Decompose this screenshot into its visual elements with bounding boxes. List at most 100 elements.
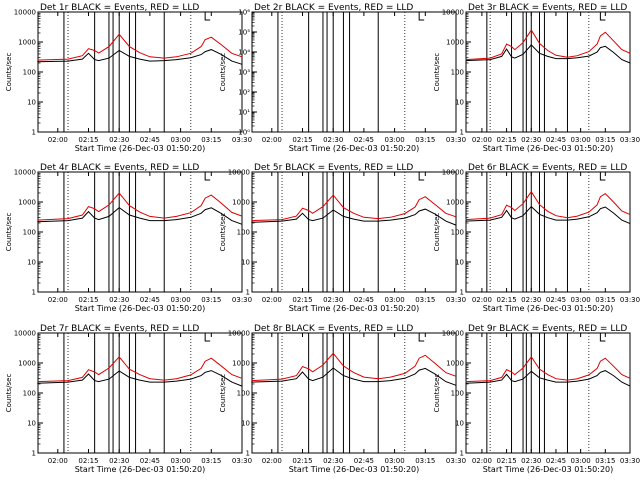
det-2r-panel: Det 2r BLACK = Events, RED = LLD 02:00 02:…: [219, 3, 466, 153]
det-2r-x-label: Start Time (26-Dec-03 01:50:20): [289, 144, 420, 153]
det-5r-title: Det 5r BLACK = Events, RED = LLD: [254, 163, 413, 173]
det-2r-y-label: Counts/sec: [219, 53, 227, 92]
det-9r-y-tick-label: 100: [451, 390, 464, 398]
det-8r-panel: Det 8r BLACK = Events, RED = LLD 02:00 02:…: [219, 324, 466, 474]
det-5r-x-tick-label: 02:00: [262, 296, 282, 304]
det-7r-frame: [37, 332, 243, 454]
det-9r-x-tick-label: 03:00: [571, 457, 591, 465]
det-3r-y-tick-label: 1: [460, 129, 464, 137]
det-7r-x-tick-label: 02:45: [140, 457, 160, 465]
det-2r-y-tick-label: 10⁰: [238, 129, 250, 137]
det-5r-series-events: [251, 208, 457, 226]
det-8r-x-tick-label: 03:15: [415, 457, 435, 465]
det-6r-x-tick-label: 03:15: [595, 296, 615, 304]
det-4r-y-tick-label: 1: [32, 289, 36, 297]
det-6r-x-tick-label: 03:00: [571, 296, 591, 304]
det-9r-y-tick-label: 10000: [442, 330, 464, 338]
det-1r-x-tick-label: 03:15: [201, 136, 221, 144]
det-3r-x-tick-label: 02:30: [521, 136, 541, 144]
det-8r-series-events: [251, 367, 457, 386]
det-8r-x-tick-label: 03:30: [446, 457, 466, 465]
det-9r-y-tick-label: 1: [460, 450, 464, 458]
det-1r-x-tick-label: 02:00: [48, 136, 68, 144]
det-8r-x-tick-label: 02:00: [262, 457, 282, 465]
det-5r-y-tick-label: 1: [246, 289, 250, 297]
det-2r-y-tick-label: 10⁴: [238, 49, 250, 57]
det-5r-y-tick-label: 10000: [228, 169, 250, 177]
det-6r-state-marker: [599, 172, 606, 181]
det-7r-state-marker: [204, 333, 211, 342]
det-4r-frame: [37, 171, 243, 293]
det-5r-x-tick-label: 03:30: [446, 296, 466, 304]
det-5r-panel: Det 5r BLACK = Events, RED = LLD 02:00 02:…: [219, 163, 466, 313]
det-4r-x-tick-label: 02:00: [48, 296, 68, 304]
det-8r-x-tick-label: 03:00: [385, 457, 405, 465]
det-5r-y-tick-label: 1000: [232, 199, 250, 207]
det-8r-y-tick-label: 100: [237, 390, 250, 398]
det-1r-y-label: Counts/sec: [5, 53, 13, 92]
det-6r-title: Det 6r BLACK = Events, RED = LLD: [468, 163, 627, 173]
det-2r-x-tick-label: 02:15: [292, 136, 312, 144]
det-5r-x-tick-label: 02:15: [292, 296, 312, 304]
det-1r-x-label: Start Time (26-Dec-03 01:50:20): [75, 144, 206, 153]
det-5r-x-label: Start Time (26-Dec-03 01:50:20): [289, 304, 420, 313]
det-6r-x-tick-label: 02:45: [546, 296, 566, 304]
det-7r-series-lld: [37, 356, 243, 383]
det-4r-x-label: Start Time (26-Dec-03 01:50:20): [75, 304, 206, 313]
det-9r-frame: [465, 332, 631, 454]
det-7r-y-tick-label: 10000: [14, 330, 36, 338]
det-1r-state-marker: [204, 12, 211, 21]
det-7r-x-label: Start Time (26-Dec-03 01:50:20): [75, 465, 206, 474]
det-3r-x-tick-label: 03:30: [620, 136, 640, 144]
det-1r-panel: Det 1r BLACK = Events, RED = LLD 02:00 02:…: [5, 3, 252, 153]
det-1r-x-tick-label: 02:30: [109, 136, 129, 144]
det-2r-x-tick-label: 03:30: [446, 136, 466, 144]
det-9r-y-tick-label: 1000: [446, 360, 464, 368]
det-9r-state-marker: [599, 333, 606, 342]
det-3r-title: Det 3r BLACK = Events, RED = LLD: [468, 3, 627, 13]
det-7r-x-tick-label: 03:00: [171, 457, 191, 465]
det-1r-title: Det 1r BLACK = Events, RED = LLD: [40, 3, 199, 13]
det-3r-x-label: Start Time (26-Dec-03 01:50:20): [483, 144, 614, 153]
det-3r-y-tick-label: 10000: [442, 9, 464, 17]
det-9r-x-tick-label: 02:30: [521, 457, 541, 465]
det-2r-x-tick-label: 03:15: [415, 136, 435, 144]
det-8r-y-tick-label: 10000: [228, 330, 250, 338]
det-9r-series-lld: [465, 356, 631, 383]
det-9r-x-tick-label: 02:45: [546, 457, 566, 465]
det-8r-frame: [251, 332, 457, 454]
det-1r-y-tick-label: 1000: [18, 39, 36, 47]
det-1r-x-tick-label: 02:45: [140, 136, 160, 144]
det-4r-state-marker: [204, 172, 211, 181]
det-4r-y-tick-label: 10000: [14, 169, 36, 177]
det-4r-x-tick-label: 02:15: [78, 296, 98, 304]
det-3r-x-tick-label: 03:00: [571, 136, 591, 144]
det-3r-series-events: [465, 44, 631, 64]
det-9r-series-events: [465, 370, 631, 387]
det-2r-y-tick-label: 10¹: [238, 109, 250, 117]
det-3r-panel: Det 3r BLACK = Events, RED = LLD 02:00 02:…: [433, 3, 640, 153]
det-3r-y-tick-label: 10: [455, 99, 464, 107]
det-7r-panel: Det 7r BLACK = Events, RED = LLD 02:00 02:…: [5, 324, 252, 474]
det-8r-x-tick-label: 02:30: [323, 457, 343, 465]
det-6r-x-tick-label: 02:15: [496, 296, 516, 304]
det-9r-x-tick-label: 03:30: [620, 457, 640, 465]
det-8r-title: Det 8r BLACK = Events, RED = LLD: [254, 324, 413, 334]
det-7r-x-tick-label: 02:15: [78, 457, 98, 465]
det-4r-y-tick-label: 100: [23, 229, 36, 237]
det-9r-x-tick-label: 02:00: [472, 457, 492, 465]
det-1r-series-events: [37, 49, 243, 65]
det-6r-y-tick-label: 100: [451, 229, 464, 237]
det-8r-y-tick-label: 10: [241, 420, 250, 428]
det-6r-x-tick-label: 03:30: [620, 296, 640, 304]
det-1r-x-tick-label: 03:00: [171, 136, 191, 144]
det-5r-x-tick-label: 03:00: [385, 296, 405, 304]
det-6r-x-label: Start Time (26-Dec-03 01:50:20): [483, 304, 614, 313]
det-9r-x-tick-label: 02:15: [496, 457, 516, 465]
det-3r-y-tick-label: 100: [451, 69, 464, 77]
det-2r-frame: [251, 11, 457, 133]
det-4r-series-events: [37, 206, 243, 225]
det-8r-x-tick-label: 02:45: [354, 457, 374, 465]
det-5r-state-marker: [418, 172, 425, 181]
